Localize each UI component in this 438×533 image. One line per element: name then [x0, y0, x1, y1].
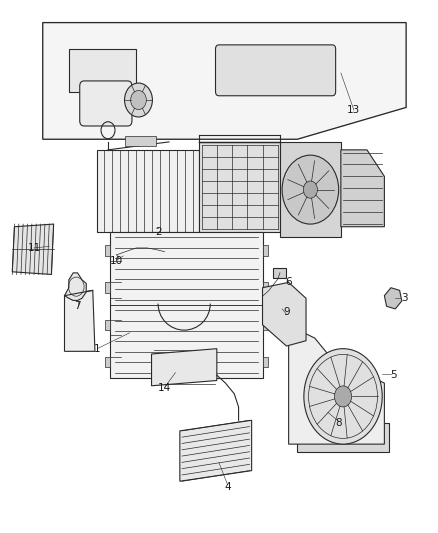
- Circle shape: [282, 155, 339, 224]
- Text: 7: 7: [74, 301, 81, 311]
- Text: 9: 9: [283, 306, 290, 317]
- Text: 8: 8: [336, 418, 342, 428]
- Bar: [105, 245, 110, 256]
- Text: 13: 13: [347, 105, 360, 115]
- Bar: [262, 357, 268, 367]
- Bar: [105, 357, 110, 367]
- Circle shape: [335, 386, 352, 407]
- Text: 11: 11: [28, 243, 41, 253]
- Bar: [262, 282, 268, 293]
- Text: 4: 4: [224, 481, 231, 491]
- Bar: [297, 423, 389, 452]
- Text: 2: 2: [155, 227, 161, 237]
- Circle shape: [304, 181, 318, 198]
- Bar: [69, 49, 136, 92]
- Polygon shape: [280, 142, 341, 237]
- Circle shape: [304, 349, 382, 444]
- Bar: [105, 319, 110, 330]
- Text: 1: 1: [94, 344, 100, 354]
- Polygon shape: [385, 288, 402, 309]
- Text: 14: 14: [158, 383, 171, 393]
- Polygon shape: [199, 142, 280, 232]
- Polygon shape: [341, 150, 385, 227]
- Text: 5: 5: [390, 370, 396, 380]
- Text: 3: 3: [401, 293, 407, 303]
- Polygon shape: [273, 268, 286, 278]
- Polygon shape: [12, 224, 53, 274]
- Circle shape: [131, 91, 146, 110]
- Polygon shape: [64, 273, 86, 301]
- Circle shape: [124, 83, 152, 117]
- Text: 6: 6: [285, 277, 292, 287]
- Polygon shape: [180, 420, 252, 481]
- Bar: [125, 136, 156, 146]
- FancyBboxPatch shape: [215, 45, 336, 96]
- Bar: [262, 319, 268, 330]
- Polygon shape: [110, 232, 262, 378]
- Polygon shape: [289, 333, 385, 444]
- Polygon shape: [152, 349, 217, 386]
- Polygon shape: [64, 290, 95, 351]
- Text: 10: 10: [110, 256, 123, 266]
- Polygon shape: [43, 22, 406, 139]
- Bar: [262, 245, 268, 256]
- Bar: [105, 282, 110, 293]
- Polygon shape: [97, 150, 199, 232]
- FancyBboxPatch shape: [80, 81, 132, 126]
- Polygon shape: [262, 282, 306, 346]
